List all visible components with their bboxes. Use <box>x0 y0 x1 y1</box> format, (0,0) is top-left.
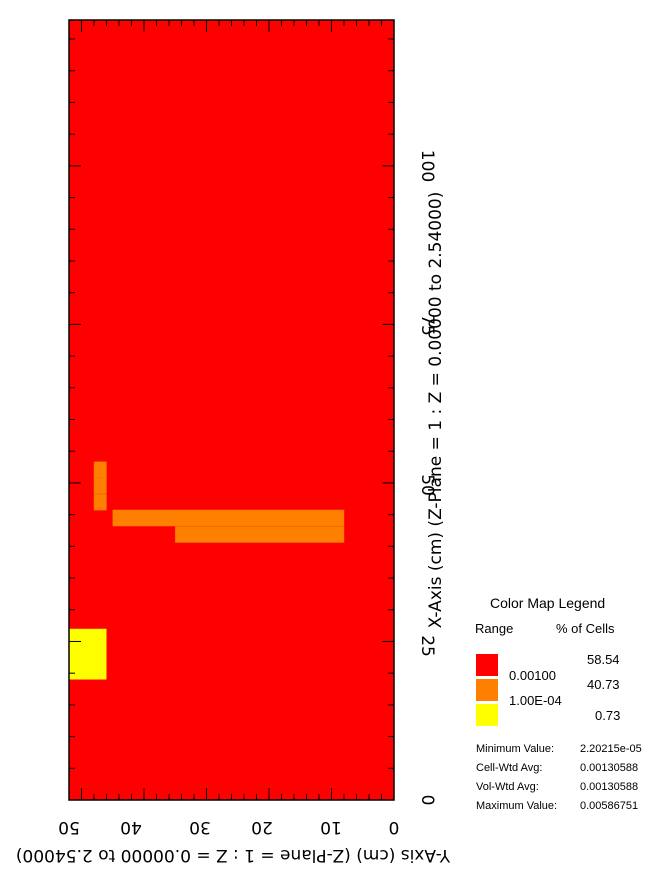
heatmap-cell <box>93 493 107 511</box>
legend-pct-1: 40.73 <box>587 677 620 692</box>
heatmap-cell <box>112 509 345 527</box>
stat-max-label: Maximum Value: <box>476 800 558 812</box>
y-tick-label: 20 <box>251 817 273 837</box>
y-tick-label: 0 <box>389 817 400 837</box>
legend-swatch-orange <box>476 679 498 701</box>
heatmap-cell <box>93 477 107 494</box>
x-axis-title: X-Axis (cm) (Z-Plane = 1 : Z = 0.00000 t… <box>426 192 446 629</box>
legend-label-1: 1.00E-04 <box>509 693 562 708</box>
x-tick-label: 0 <box>417 795 437 806</box>
legend-swatch-yellow <box>476 704 498 726</box>
legend-pct-0: 58.54 <box>587 652 620 667</box>
legend-title: Color Map Legend <box>490 595 606 611</box>
legend-range-header: Range <box>475 621 514 636</box>
legend-pct-2: 0.73 <box>595 708 621 723</box>
heatmap-cells <box>69 461 345 680</box>
plot-background <box>69 20 394 800</box>
stat-cell-label: Cell-Wtd Avg: <box>476 762 543 774</box>
heatmap-cell <box>93 461 107 479</box>
heatmap-cell <box>175 526 345 543</box>
y-tick-label: 50 <box>58 817 80 837</box>
legend-pct-header: % of Cells <box>556 621 615 636</box>
legend-label-0: 0.00100 <box>509 668 556 683</box>
y-axis-title: Y-Axis (cm) (Z-Plane = 1 : Z = 0.00000 t… <box>16 845 451 865</box>
y-tick-label: 40 <box>120 817 142 837</box>
axis-ticks <box>69 20 395 801</box>
legend-swatch-red <box>476 654 498 676</box>
x-tick-label: 25 <box>417 635 437 657</box>
stat-max-value: 0.00586751 <box>580 800 639 812</box>
x-tick-label: 50 <box>417 474 437 496</box>
stat-min-label: Minimum Value: <box>476 743 555 755</box>
stat-min-value: 2.20215e-05 <box>580 743 642 755</box>
x-tick-label: 75 <box>417 314 437 336</box>
x-tick-label: 100 <box>417 150 437 182</box>
stat-cell-value: 0.00130588 <box>580 762 639 774</box>
stat-vol-value: 0.00130588 <box>580 781 639 793</box>
stat-vol-label: Vol-Wtd Avg: <box>476 781 539 793</box>
heatmap-cell-yellow <box>69 628 107 680</box>
y-tick-label: 10 <box>320 817 342 837</box>
y-tick-label: 30 <box>189 817 211 837</box>
